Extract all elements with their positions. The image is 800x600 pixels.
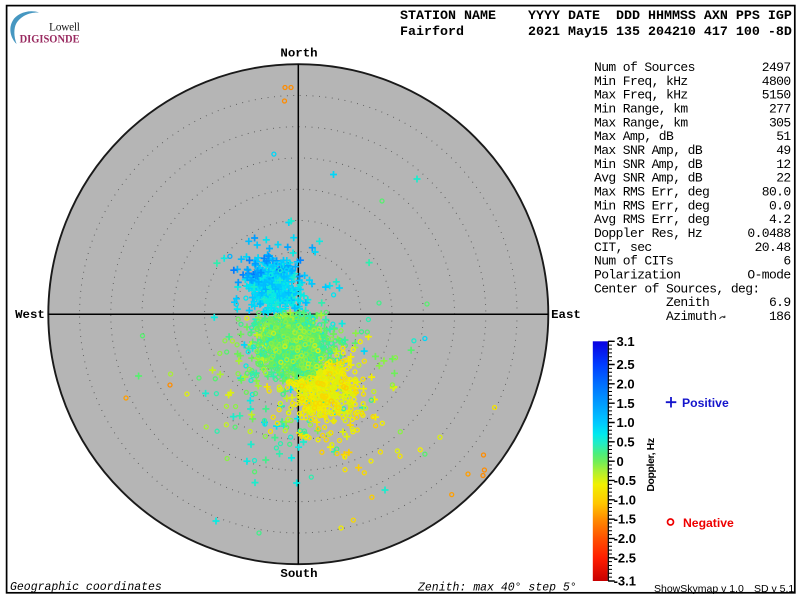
svg-text:Min Range, km: Min Range, km [594, 102, 688, 117]
svg-text:STATION NAME YYYY DATE DDD: STATION NAME YYYY DATE DDD HHMMSS AXN PP… [400, 9, 792, 24]
svg-text:Doppler Res, Hz: Doppler Res, Hz [594, 226, 702, 241]
svg-text:4800: 4800 [762, 74, 791, 89]
svg-text:Lowell: Lowell [49, 22, 80, 34]
svg-text:Max RMS Err, deg: Max RMS Err, deg [594, 185, 709, 200]
svg-text:80.0: 80.0 [762, 185, 791, 200]
svg-text:6: 6 [783, 254, 790, 269]
svg-text:Max Amp, dB: Max Amp, dB [594, 129, 674, 144]
svg-text:0.5: 0.5 [617, 434, 635, 449]
svg-text:0.0: 0.0 [769, 198, 791, 213]
svg-text:Azimuth: Azimuth [594, 309, 716, 324]
svg-text:South: South [280, 567, 317, 581]
svg-text:North: North [280, 47, 317, 61]
svg-text:West: West [15, 308, 45, 322]
svg-text:20.48: 20.48 [755, 240, 791, 255]
svg-text:0: 0 [617, 454, 624, 469]
svg-text:DIGISONDE: DIGISONDE [20, 33, 80, 45]
svg-text:ShowSkymap v 1.0: ShowSkymap v 1.0 [654, 583, 744, 595]
svg-text:1.0: 1.0 [617, 415, 635, 430]
svg-text:Max Range, km: Max Range, km [594, 115, 688, 130]
svg-text:Positive: Positive [682, 396, 729, 410]
svg-text:Max SNR Amp, dB: Max SNR Amp, dB [594, 143, 703, 158]
svg-text:Max Freq, kHz: Max Freq, kHz [594, 88, 688, 103]
svg-text:-0.5: -0.5 [614, 473, 636, 488]
svg-text:6.9: 6.9 [769, 295, 791, 310]
svg-text:Negative: Negative [683, 516, 734, 530]
svg-text:Min Freq, kHz: Min Freq, kHz [594, 74, 688, 89]
svg-text:2.0: 2.0 [617, 376, 635, 391]
svg-text:49: 49 [776, 143, 790, 158]
svg-text:O-mode: O-mode [747, 267, 790, 282]
svg-text:Center of Sources, deg:: Center of Sources, deg: [594, 281, 760, 296]
svg-text:Geographic coordinates: Geographic coordinates [10, 581, 162, 594]
svg-text:Fairford 2021 May15 135: Fairford 2021 May15 135 204210 417 100 -… [400, 25, 792, 40]
svg-text:3.1: 3.1 [617, 334, 635, 349]
svg-text:East: East [551, 308, 581, 322]
svg-text:Zenith: Zenith [594, 295, 709, 310]
svg-text:Polarization: Polarization [594, 267, 680, 282]
svg-text:Zenith: max 40° step 5°: Zenith: max 40° step 5° [417, 582, 577, 595]
svg-text:12: 12 [776, 157, 790, 172]
svg-text:Num of Sources: Num of Sources [594, 60, 695, 75]
svg-text:51: 51 [776, 129, 791, 144]
svg-text:-1.0: -1.0 [614, 492, 636, 507]
svg-text:Min SNR Amp, dB: Min SNR Amp, dB [594, 157, 703, 172]
svg-text:-2.0: -2.0 [614, 531, 636, 546]
svg-text:277: 277 [769, 102, 791, 117]
svg-text:SD v 5.1: SD v 5.1 [754, 583, 794, 595]
svg-text:5150: 5150 [762, 88, 791, 103]
svg-text:CIT, sec: CIT, sec [594, 240, 652, 255]
svg-text:2497: 2497 [762, 60, 791, 75]
svg-text:-1.5: -1.5 [614, 512, 636, 527]
svg-text:-2.5: -2.5 [614, 550, 636, 565]
svg-text:Num of CITs: Num of CITs [594, 254, 673, 269]
svg-text:Min RMS Err, deg: Min RMS Err, deg [594, 198, 709, 213]
svg-text:Avg SNR Amp, dB: Avg SNR Amp, dB [594, 171, 703, 186]
svg-text:305: 305 [769, 115, 791, 130]
svg-text:2.5: 2.5 [617, 357, 635, 372]
svg-text:Avg RMS Err, deg: Avg RMS Err, deg [594, 212, 709, 227]
svg-text:Doppler, Hz: Doppler, Hz [645, 438, 657, 492]
svg-text:4.2: 4.2 [769, 212, 791, 227]
svg-text:0.0488: 0.0488 [747, 226, 790, 241]
svg-text:-3.1: -3.1 [614, 574, 636, 589]
svg-text:22: 22 [776, 171, 790, 186]
svg-text:1.5: 1.5 [617, 396, 635, 411]
svg-text:186: 186 [769, 309, 791, 324]
